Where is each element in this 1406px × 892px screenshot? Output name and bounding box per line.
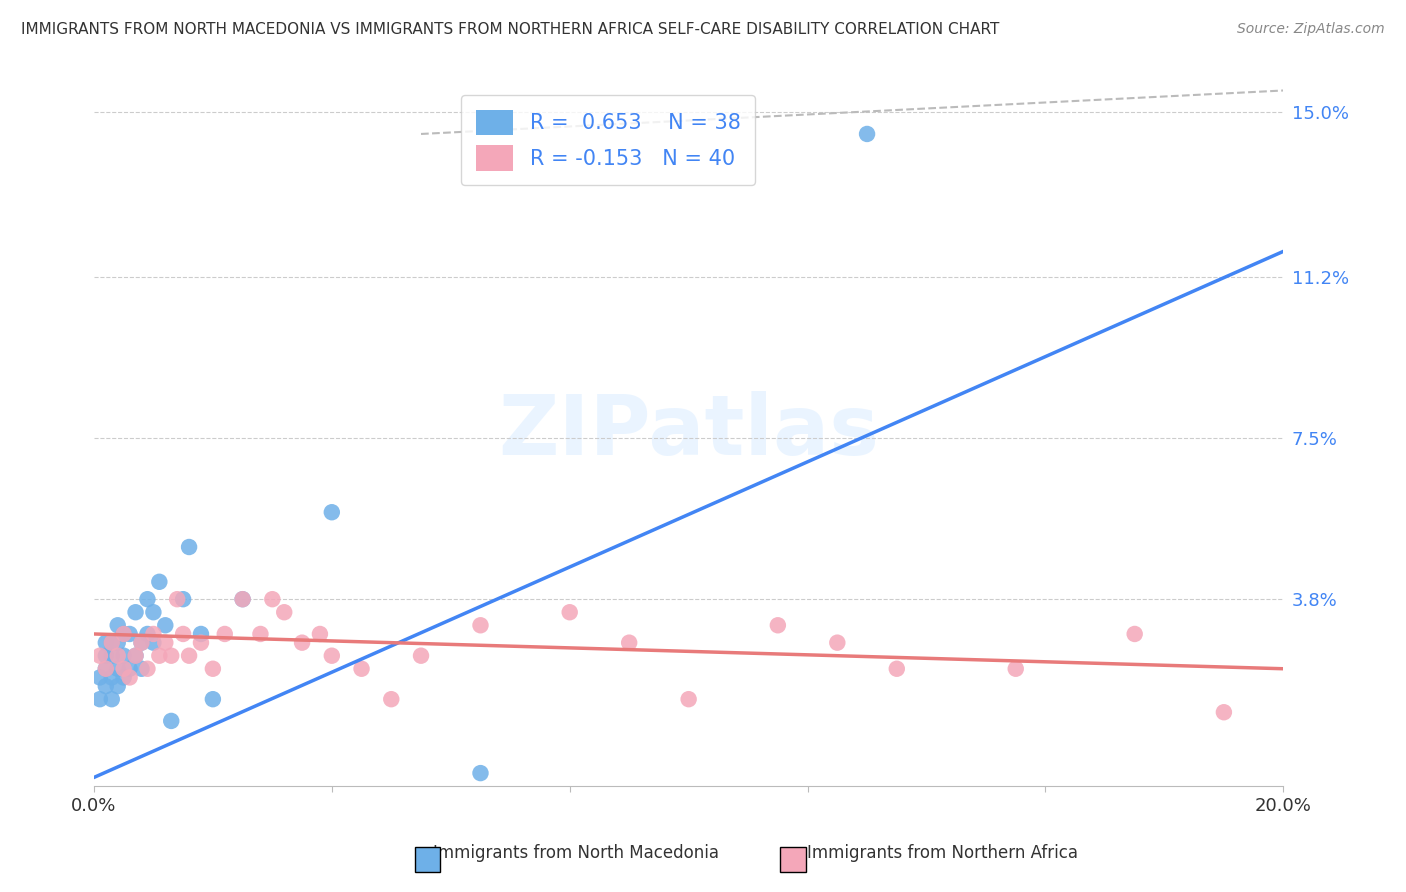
Point — [1004, 662, 1026, 676]
Point — [148, 648, 170, 663]
Point — [214, 627, 236, 641]
Point — [291, 635, 314, 649]
Point — [124, 648, 146, 663]
Point — [142, 627, 165, 641]
Point — [112, 648, 135, 663]
Point — [136, 592, 159, 607]
Point — [100, 648, 122, 663]
Point — [94, 635, 117, 649]
Point — [201, 662, 224, 676]
Point — [94, 648, 117, 663]
Point — [273, 605, 295, 619]
Point — [112, 670, 135, 684]
Text: Source: ZipAtlas.com: Source: ZipAtlas.com — [1237, 22, 1385, 37]
Point — [321, 648, 343, 663]
Point — [309, 627, 332, 641]
Text: ZIPatlas: ZIPatlas — [498, 392, 879, 472]
Point — [172, 627, 194, 641]
Point — [112, 627, 135, 641]
Point — [118, 670, 141, 684]
Point — [131, 635, 153, 649]
Point — [190, 627, 212, 641]
Point — [131, 662, 153, 676]
Point — [100, 635, 122, 649]
Point — [118, 627, 141, 641]
Point — [94, 662, 117, 676]
Point — [558, 605, 581, 619]
Point — [100, 635, 122, 649]
Point — [886, 662, 908, 676]
Point — [136, 662, 159, 676]
Point — [678, 692, 700, 706]
Point — [100, 670, 122, 684]
Point — [124, 605, 146, 619]
Point — [107, 648, 129, 663]
Point — [177, 540, 200, 554]
Point — [89, 670, 111, 684]
Legend: R =  0.653    N = 38, R = -0.153   N = 40: R = 0.653 N = 38, R = -0.153 N = 40 — [461, 95, 755, 186]
Point — [89, 692, 111, 706]
Point — [94, 662, 117, 676]
Point — [107, 635, 129, 649]
Point — [249, 627, 271, 641]
Point — [136, 627, 159, 641]
Point — [142, 635, 165, 649]
Point — [1212, 705, 1234, 719]
Point — [155, 618, 177, 632]
Point — [856, 127, 879, 141]
Point — [94, 679, 117, 693]
Point — [177, 648, 200, 663]
Point — [262, 592, 284, 607]
Point — [766, 618, 789, 632]
Point — [380, 692, 402, 706]
Text: IMMIGRANTS FROM NORTH MACEDONIA VS IMMIGRANTS FROM NORTHERN AFRICA SELF-CARE DIS: IMMIGRANTS FROM NORTH MACEDONIA VS IMMIG… — [21, 22, 1000, 37]
Point — [470, 766, 492, 780]
Point — [409, 648, 432, 663]
Point — [321, 505, 343, 519]
Text: Immigrants from Northern Africa: Immigrants from Northern Africa — [807, 844, 1077, 862]
Point — [470, 618, 492, 632]
Point — [131, 635, 153, 649]
Point — [112, 662, 135, 676]
Point — [827, 635, 849, 649]
Point — [160, 648, 183, 663]
Point — [107, 679, 129, 693]
Point — [148, 574, 170, 589]
Point — [89, 648, 111, 663]
Point — [155, 635, 177, 649]
Point — [350, 662, 373, 676]
Point — [172, 592, 194, 607]
Point — [160, 714, 183, 728]
Point — [617, 635, 640, 649]
Point — [112, 627, 135, 641]
Point — [100, 692, 122, 706]
Point — [190, 635, 212, 649]
Point — [201, 692, 224, 706]
Point — [1123, 627, 1146, 641]
Point — [124, 648, 146, 663]
Point — [118, 662, 141, 676]
Point — [142, 605, 165, 619]
Point — [107, 618, 129, 632]
Point — [232, 592, 254, 607]
Text: Immigrants from North Macedonia: Immigrants from North Macedonia — [433, 844, 720, 862]
Point — [107, 662, 129, 676]
Point — [166, 592, 188, 607]
Point — [232, 592, 254, 607]
